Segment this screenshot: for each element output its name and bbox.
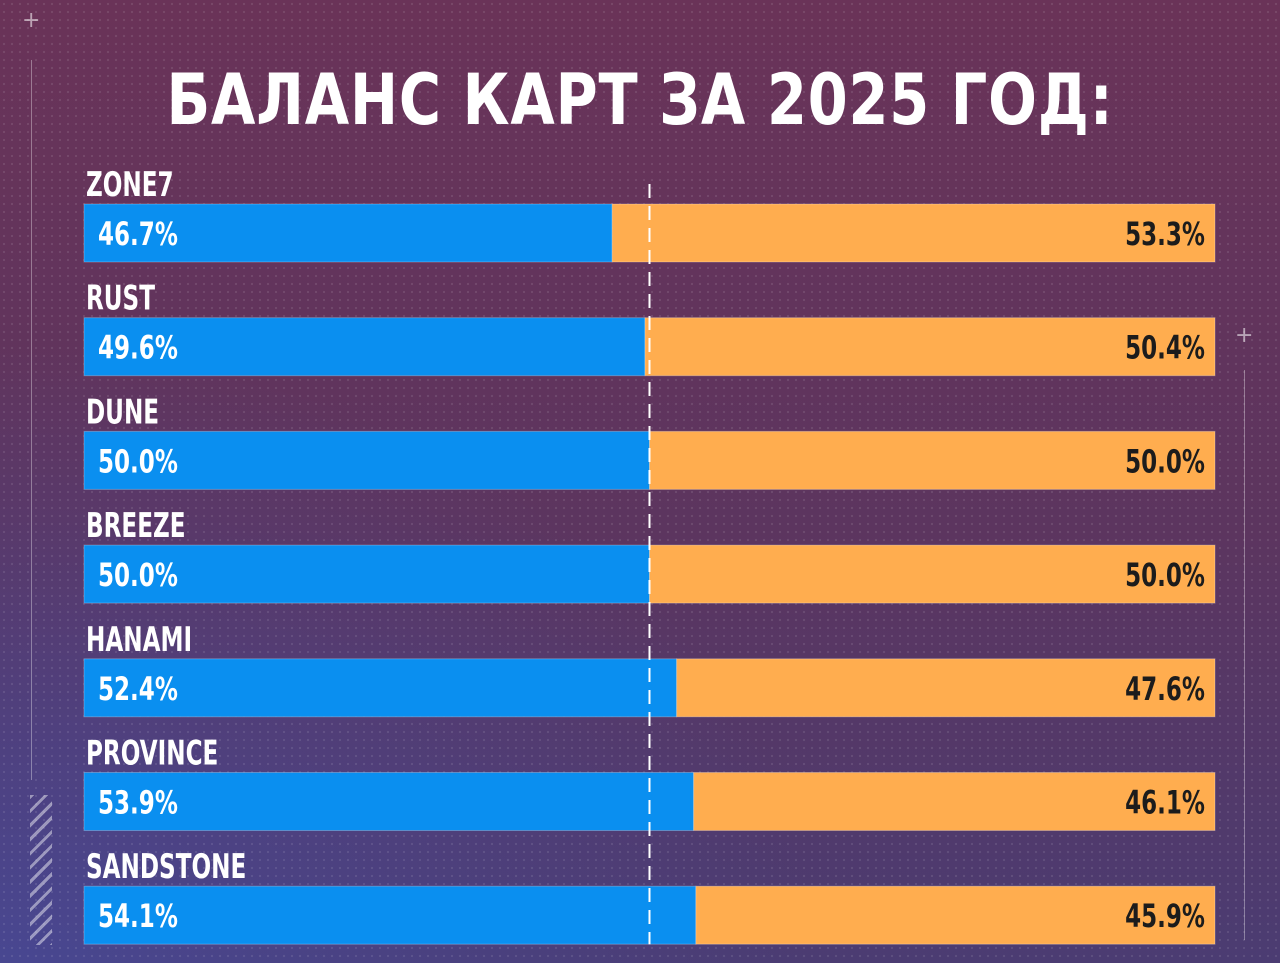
category-label-rust: RUST [86,278,155,318]
value-label-left-rust: 49.6% [98,329,178,367]
category-label-breeze: BREEZE [86,506,186,546]
value-label-right-zone7: 53.3% [1125,215,1205,253]
value-label-right-breeze: 50.0% [1125,556,1205,594]
bar-right-zone7 [611,203,1216,263]
value-label-right-province: 46.1% [1125,784,1205,822]
value-label-right-hanami: 47.6% [1125,670,1205,708]
category-label-zone7: ZONE7 [86,164,174,204]
value-label-left-breeze: 50.0% [98,556,178,594]
bar-left-province [83,772,695,831]
category-label-sandstone: SANDSTONE [86,847,246,887]
category-label-province: PROVINCE [86,733,218,773]
bar-right-breeze [649,544,1216,604]
bar-left-zone7 [83,203,613,263]
bar-right-sandstone [695,885,1216,945]
category-label-dune: DUNE [86,392,159,432]
bar-right-province [693,772,1216,831]
value-label-left-dune: 50.0% [98,443,178,481]
bar-left-sandstone [83,885,697,945]
value-label-right-dune: 50.0% [1125,443,1205,481]
bar-right-dune [649,430,1216,490]
chart-title: БАЛАНС КАРТ ЗА 2025 ГОД: [166,59,1114,141]
bar-right-rust [644,317,1216,377]
value-label-left-hanami: 52.4% [98,670,178,708]
category-label-hanami: HANAMI [86,619,192,659]
value-label-left-province: 53.9% [98,784,178,822]
value-label-left-zone7: 46.7% [98,215,178,253]
value-label-right-rust: 50.4% [1125,329,1205,367]
bar-left-breeze [83,544,650,604]
value-label-right-sandstone: 45.9% [1125,897,1205,935]
bar-left-dune [83,430,650,490]
value-label-left-sandstone: 54.1% [98,897,178,935]
bar-left-rust [83,317,646,377]
bar-right-hanami [676,658,1216,718]
